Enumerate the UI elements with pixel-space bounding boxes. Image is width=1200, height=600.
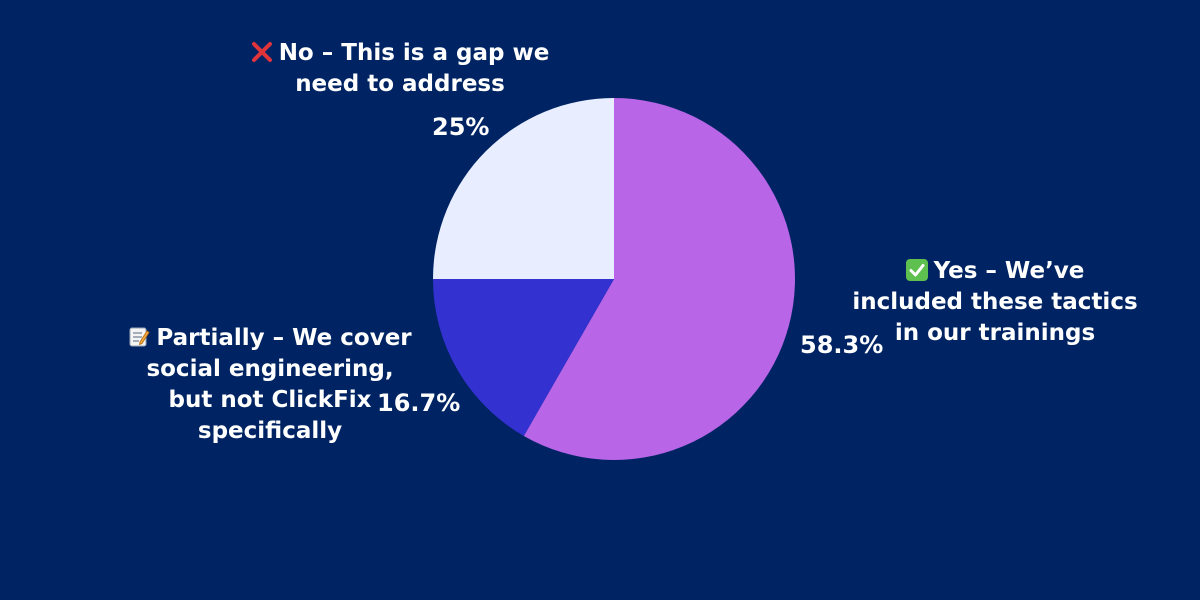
- slice-label-yes-line3: in our trainings: [894, 320, 1096, 346]
- check-mark-icon: [905, 259, 928, 281]
- slice-label-no-line2: need to address: [295, 71, 505, 97]
- slice-label-partially-line4: specifically: [197, 418, 343, 444]
- slice-label-yes-line2: included these tactics: [852, 289, 1138, 315]
- memo-icon: [128, 326, 150, 348]
- slice-label-partially: Partially – We cover social engineering,…: [125, 323, 415, 447]
- slice-label-partially-line2: social engineering,: [146, 356, 394, 382]
- slice-label-no-line1: No – This is a gap we: [278, 40, 550, 66]
- slice-value-yes: 58.3%: [800, 331, 884, 359]
- slice-label-yes: Yes – We’ve included these tactics in ou…: [845, 256, 1145, 349]
- slice-label-yes-line1: Yes – We’ve: [933, 258, 1085, 284]
- pie-slice-no: [433, 98, 614, 279]
- cross-mark-icon: [251, 41, 273, 63]
- slice-label-partially-line3: but not ClickFix: [168, 387, 372, 413]
- pie-slice-partially: [433, 279, 614, 436]
- slice-value-no: 25%: [432, 113, 490, 141]
- pie-slice-yes: [523, 98, 795, 460]
- slice-value-partially: 16.7%: [377, 389, 461, 417]
- slice-label-partially-line1: Partially – We cover: [156, 325, 412, 351]
- slice-label-no: No – This is a gap we need to address: [250, 38, 550, 100]
